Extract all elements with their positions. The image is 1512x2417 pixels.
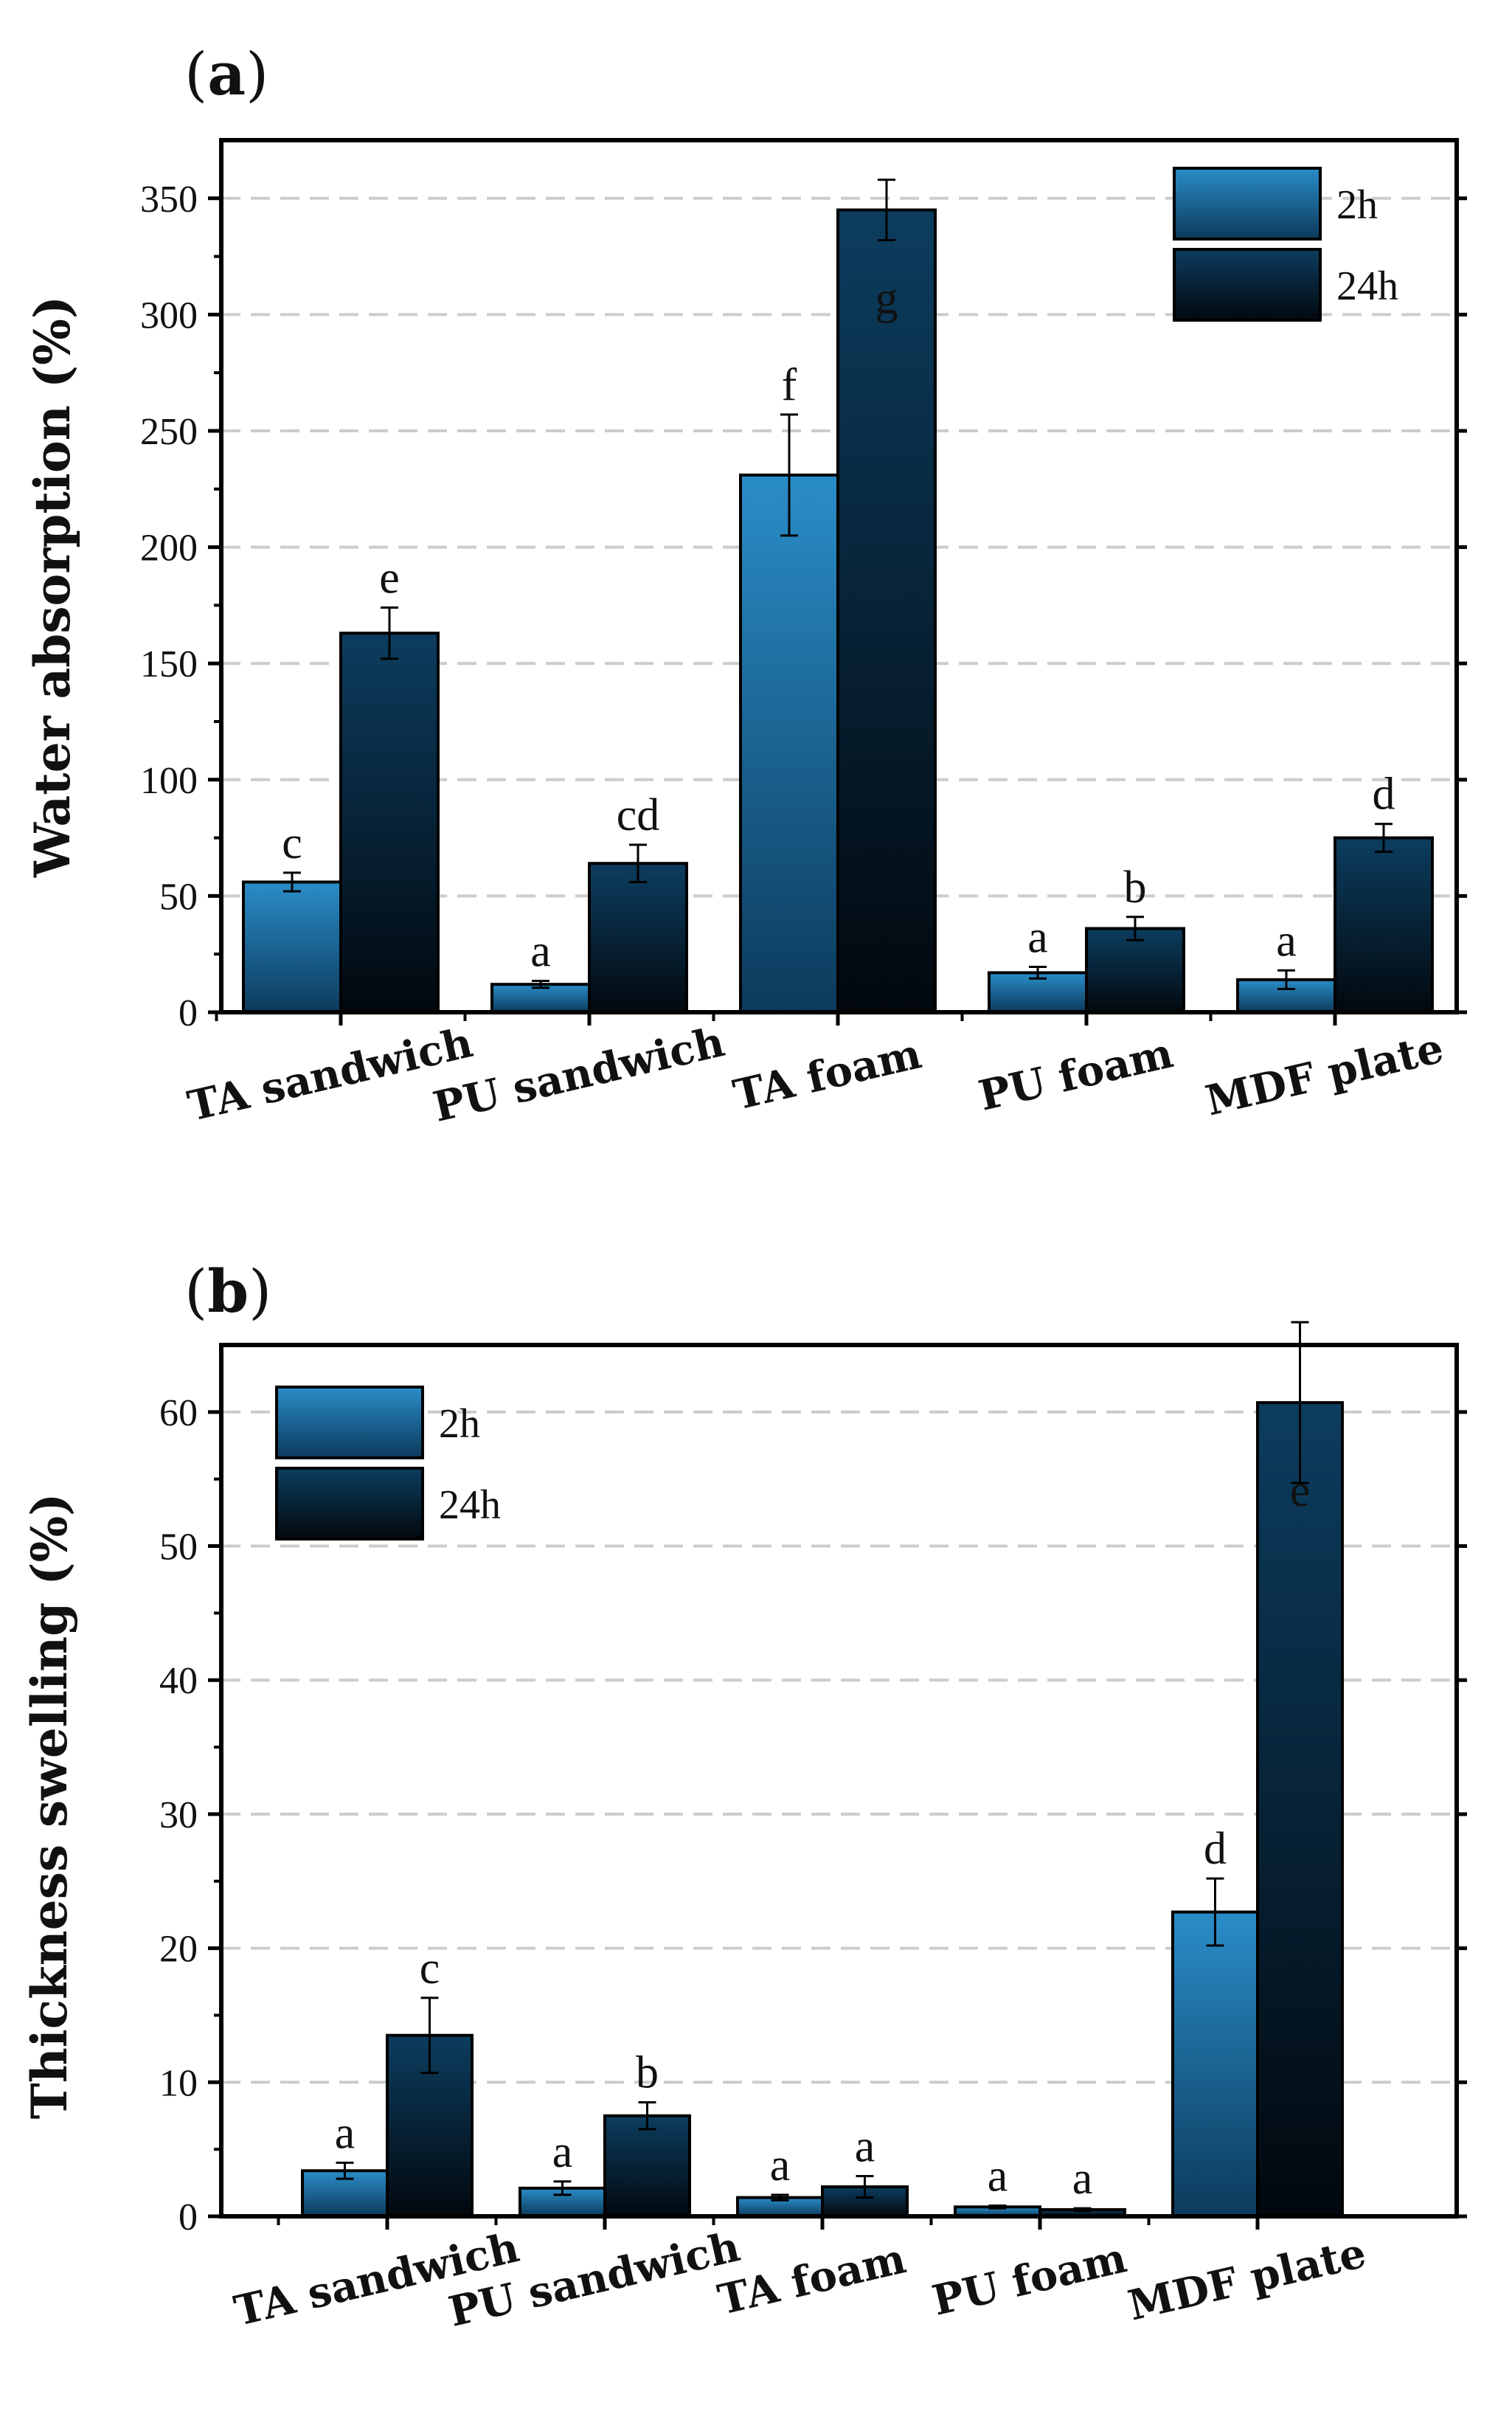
panel-a-category-label: PU foam [974, 1028, 1177, 1120]
panel-b-bar-24h-4 [1256, 1401, 1344, 2218]
panel-a-significance-letter: a [530, 926, 551, 976]
panel-a-y-tick-label: 350 [140, 179, 198, 221]
panel-b-significance-letter: e [1290, 1466, 1311, 1516]
panel-a: (a) Water absorption (%) c e a cd f g a b a d 0 50 1… [24, 39, 1467, 1132]
panel-b-category-label: TA foam [713, 2234, 910, 2324]
panel-a-letter: a [207, 39, 246, 108]
panel-b-significance-letter: d [1204, 1824, 1227, 1874]
panel-b-legend-swatch-2h [275, 1386, 424, 1459]
panel-a-significance-letter: f [782, 360, 797, 410]
panel-a-category-label: TA sandwich [184, 1018, 477, 1131]
panel-a-y-axis-title: Water absorption (%) [24, 296, 81, 878]
panel-b-significance-letter: a [1072, 2154, 1093, 2204]
panel-b-label: (b) [184, 1256, 271, 1326]
panel-a-y-tick-label: 300 [140, 294, 198, 336]
panel-b-y-tick-label: 30 [159, 1794, 198, 1836]
panel-a-y-tick-label: 250 [140, 411, 198, 453]
panel-a-bar-2h-0 [242, 880, 342, 1014]
panel-b-bar-2h-4 [1171, 1910, 1259, 2218]
panel-b-letter: b [207, 1256, 249, 1326]
panel-b-axis-frame [219, 1343, 1459, 2219]
panel-a-category-label: PU sandwich [429, 1017, 729, 1132]
panel-a-legend-swatch-2h [1173, 167, 1322, 241]
panel-b-significance-letter: b [636, 2048, 659, 2098]
panel-a-legend-swatch-24h [1173, 248, 1322, 322]
panel-b-significance-letter: a [770, 2140, 791, 2190]
panel-b-category-label: MDF plate [1123, 2228, 1370, 2330]
panel-a-bar-24h-1 [588, 862, 688, 1014]
panel-b-significance-letter: a [552, 2127, 573, 2177]
panel-a-y-tick-label: 0 [178, 992, 198, 1034]
panel-a-significance-letter: e [379, 553, 400, 604]
panel-b-y-tick-label: 0 [178, 2196, 198, 2238]
panel-a-y-tick-label: 100 [140, 760, 198, 802]
panel-b-category-label: PU foam [928, 2233, 1131, 2325]
panel-a-bar-24h-2 [836, 208, 937, 1014]
panel-a-significance-letter: a [1276, 916, 1297, 966]
panel-a-significance-letter: b [1124, 862, 1147, 913]
panel-b-y-tick-label: 20 [159, 1929, 198, 1971]
panel-b-significance-letter: c [420, 1943, 440, 1994]
panel-a-bar-24h-0 [339, 632, 440, 1014]
panel-b-significance-letter: a [335, 2108, 356, 2158]
panel-a-y-tick-label: 50 [159, 876, 198, 918]
panel-a-y-tick-label: 200 [140, 528, 198, 570]
panel-b-legend-swatch-24h [275, 1467, 424, 1541]
panel-b: (b) Thickness swelling (%) a c a b a a a a d e 0 10… [21, 1256, 1467, 2337]
panel-a-y-tick-label: 150 [140, 643, 198, 685]
panel-a-category-label: TA foam [729, 1029, 926, 1119]
panel-b-legend-label-2h: 2h [439, 1401, 480, 1447]
panel-a-category-label: MDF plate [1201, 1023, 1447, 1125]
panel-b-y-tick-label: 10 [159, 2062, 198, 2104]
panel-a-label: (a) [184, 39, 268, 108]
panel-a-significance-letter: g [875, 274, 898, 324]
panel-b-significance-letter: a [988, 2151, 1008, 2201]
panel-a-significance-letter: d [1373, 770, 1395, 820]
panel-b-significance-letter: a [855, 2121, 875, 2171]
panel-b-y-tick-label: 60 [159, 1392, 198, 1434]
panel-a-plot: c e a cd f g a b a d 0 50 100 150 200 250 300 350 TA sandw… [140, 138, 1467, 1132]
panel-b-y-tick-label: 50 [159, 1526, 198, 1569]
panel-a-significance-letter: a [1027, 913, 1048, 963]
panel-a-significance-letter: c [282, 818, 302, 868]
panel-b-y-tick-label: 40 [159, 1660, 198, 1702]
panel-a-legend-label-2h: 2h [1336, 182, 1378, 228]
panel-a-bar-2h-2 [739, 473, 839, 1014]
panel-b-legend-label-24h: 24h [439, 1482, 501, 1528]
panel-b-y-axis-title: Thickness swelling (%) [21, 1493, 78, 2120]
panel-a-legend-label-24h: 24h [1336, 263, 1398, 309]
panel-a-bar-24h-4 [1334, 836, 1434, 1014]
panel-a-significance-letter: cd [617, 790, 660, 840]
panel-b-bar-24h-1 [603, 2114, 691, 2218]
